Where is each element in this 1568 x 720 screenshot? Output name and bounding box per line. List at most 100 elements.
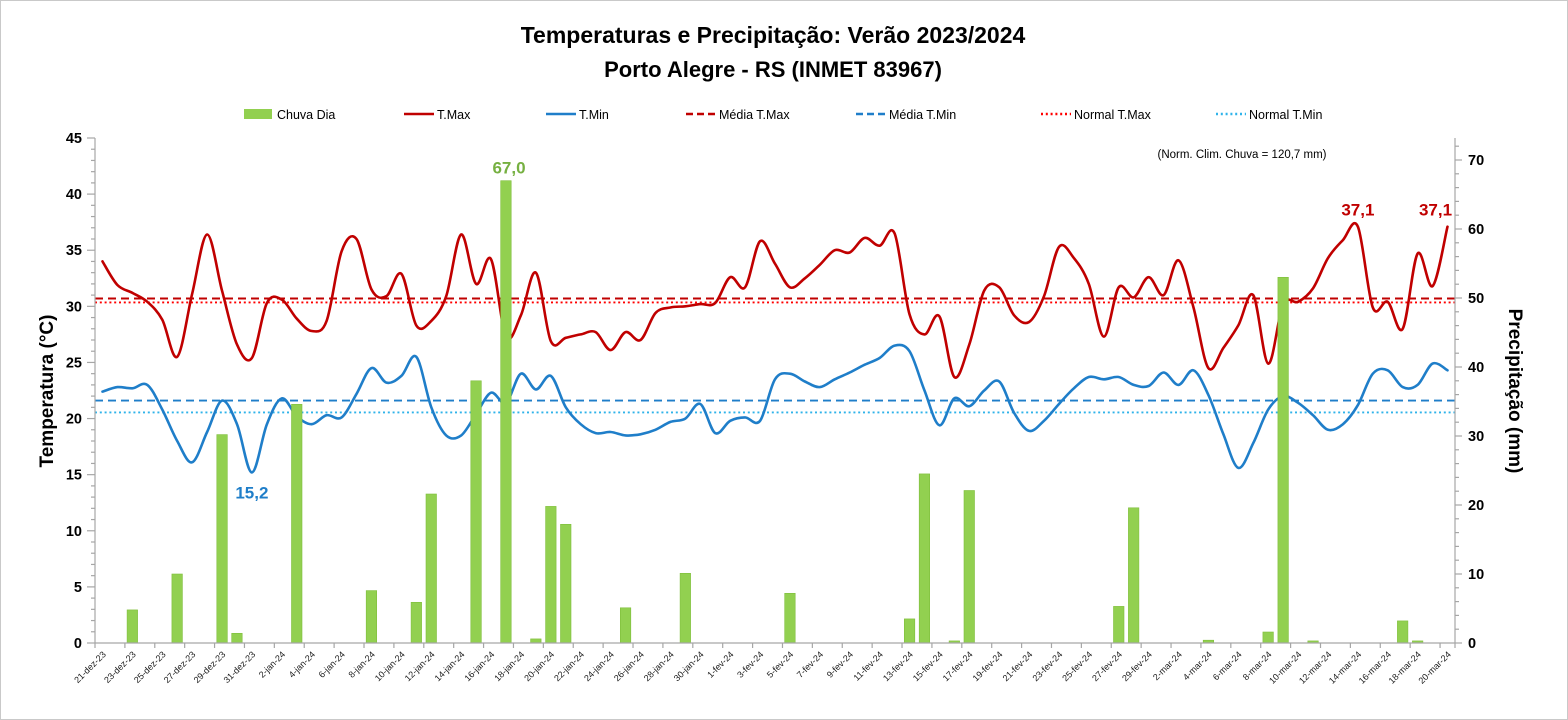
tmin-curve xyxy=(101,343,1449,474)
rain-bar xyxy=(216,434,228,644)
legend-label: Normal T.Min xyxy=(1249,108,1322,122)
x-axis-date-label: 30-jan-24 xyxy=(672,649,706,683)
legend-label: Média T.Min xyxy=(889,108,956,122)
legend-label: T.Min xyxy=(579,108,609,122)
point-label: 37,1 xyxy=(1341,201,1374,220)
x-axis-date-label: 1-fev-24 xyxy=(705,649,735,679)
rain-bar xyxy=(470,380,482,644)
x-axis-date-label: 10-jan-24 xyxy=(373,649,407,683)
x-axis-date-label: 24-jan-24 xyxy=(582,649,616,683)
rain-bar xyxy=(291,403,303,644)
x-axis-date-label: 3-fev-24 xyxy=(735,649,765,679)
legend-label: T.Max xyxy=(437,108,471,122)
x-axis-date-label: 16-jan-24 xyxy=(462,649,496,683)
right-axis-tick-label: 0 xyxy=(1468,636,1476,652)
x-axis-date-label: 14-jan-24 xyxy=(433,649,467,683)
x-axis-date-label: 8-jan-24 xyxy=(346,649,376,679)
x-axis-date-label: 27-fev-24 xyxy=(1090,649,1124,683)
rain-bar xyxy=(500,180,512,644)
reference-lines xyxy=(95,297,1455,414)
rain-bar xyxy=(963,490,975,644)
temperature-curves xyxy=(101,221,1449,474)
x-axis-date-label: 20-mar-24 xyxy=(1416,649,1452,685)
left-axis-tick-label: 0 xyxy=(74,636,82,652)
x-axis-date-label: 7-fev-24 xyxy=(795,649,825,679)
x-axis-date-label: 13-fev-24 xyxy=(881,649,915,683)
rain-bars xyxy=(126,180,1424,644)
x-axis-date-label: 18-jan-24 xyxy=(492,649,526,683)
rain-bar xyxy=(545,506,557,644)
x-axis-date-label: 22-jan-24 xyxy=(552,649,586,683)
right-axis-title: Precipitação (mm) xyxy=(1504,309,1525,474)
left-axis-tick-label: 10 xyxy=(66,524,82,540)
rain-bar xyxy=(410,601,422,644)
chart-title: Temperaturas e Precipitação: Verão 2023/… xyxy=(521,22,1026,48)
x-axis-date-label: 2-jan-24 xyxy=(257,649,287,679)
rain-bar xyxy=(918,473,931,644)
x-axis-date-label: 31-dez-23 xyxy=(222,649,258,685)
legend-label: Média T.Max xyxy=(719,108,790,122)
rain-bar xyxy=(1113,606,1125,644)
right-axis-tick-label: 40 xyxy=(1468,360,1484,376)
x-axis-date-label: 21-fev-24 xyxy=(1001,649,1035,683)
rain-bar xyxy=(425,493,437,644)
x-axis-date-label: 11-fev-24 xyxy=(852,649,885,682)
left-axis-title: Temperatura (°C) xyxy=(37,315,58,468)
chart-subtitle: Porto Alegre - RS (INMET 83967) xyxy=(604,57,942,82)
x-axis-date-label: 6-mar-24 xyxy=(1211,649,1244,682)
rain-bar xyxy=(1262,631,1274,644)
left-axis-tick-label: 40 xyxy=(66,187,82,203)
legend-swatch-chuva-dia xyxy=(244,109,272,119)
x-axis-date-label: 19-fev-24 xyxy=(971,649,1005,683)
x-axis-date-label: 5-fev-24 xyxy=(765,649,795,679)
rain-bar xyxy=(560,523,572,644)
rain-bar xyxy=(903,618,916,644)
x-axis-date-label: 4-mar-24 xyxy=(1181,649,1214,682)
x-axis-date-label: 12-jan-24 xyxy=(403,649,437,683)
right-axis-tick-label: 50 xyxy=(1468,291,1484,307)
rain-bar xyxy=(231,632,243,644)
left-axis-tick-label: 30 xyxy=(66,299,82,315)
rain-bar xyxy=(171,573,183,644)
rain-bar xyxy=(784,592,796,644)
left-axis-tick-label: 25 xyxy=(66,355,82,371)
x-axis-date-label: 29-fev-24 xyxy=(1120,649,1154,683)
rain-bar xyxy=(1397,620,1409,644)
rain-bar xyxy=(530,638,542,644)
x-axis-date-label: 9-fev-24 xyxy=(825,649,855,679)
x-axis-date-label: 26-jan-24 xyxy=(612,649,646,683)
rain-bar xyxy=(619,607,632,644)
rain-bar xyxy=(365,590,378,644)
axes: 05101520253035404501020304050607021-dez-… xyxy=(66,131,1484,686)
point-label: 67,0 xyxy=(492,159,525,178)
right-axis-tick-label: 70 xyxy=(1468,153,1484,169)
rain-bar xyxy=(1128,507,1140,644)
legend-label: Chuva Dia xyxy=(277,108,335,122)
right-axis-tick-label: 10 xyxy=(1468,567,1484,583)
x-axis-date-label: 20-jan-24 xyxy=(522,649,556,683)
right-axis-tick-label: 60 xyxy=(1468,222,1484,238)
x-axis-date-label: 6-jan-24 xyxy=(317,649,347,679)
x-axis-date-label: 28-jan-24 xyxy=(642,649,676,683)
x-axis-date-label: 17-fev-24 xyxy=(941,649,975,683)
right-axis-tick-label: 20 xyxy=(1468,498,1484,514)
x-axis-date-label: 4-jan-24 xyxy=(287,649,317,679)
point-label: 37,1 xyxy=(1419,201,1452,220)
rain-bar xyxy=(126,609,138,644)
left-axis-tick-label: 20 xyxy=(66,412,82,428)
x-axis-date-label: 2-mar-24 xyxy=(1151,649,1184,682)
climate-normal-annotation: (Norm. Clim. Chuva = 120,7 mm) xyxy=(1157,149,1326,161)
left-axis-tick-label: 5 xyxy=(74,580,82,596)
x-axis-date-label: 23-fev-24 xyxy=(1030,649,1064,683)
rain-bar xyxy=(1277,276,1289,644)
left-axis-tick-label: 35 xyxy=(66,243,82,259)
left-axis-tick-label: 15 xyxy=(66,468,82,484)
tmax-curve xyxy=(101,221,1449,379)
x-axis-date-label: 15-fev-24 xyxy=(911,649,945,683)
data-labels: 67,0 15,2 37,1 37,1 xyxy=(235,159,1452,503)
right-axis-tick-label: 30 xyxy=(1468,429,1484,445)
legend-label: Normal T.Max xyxy=(1074,108,1152,122)
legend: Chuva Dia T.Max T.Min Média T.Max Média T.Mi… xyxy=(244,108,1322,122)
left-axis-tick-label: 45 xyxy=(66,131,82,147)
